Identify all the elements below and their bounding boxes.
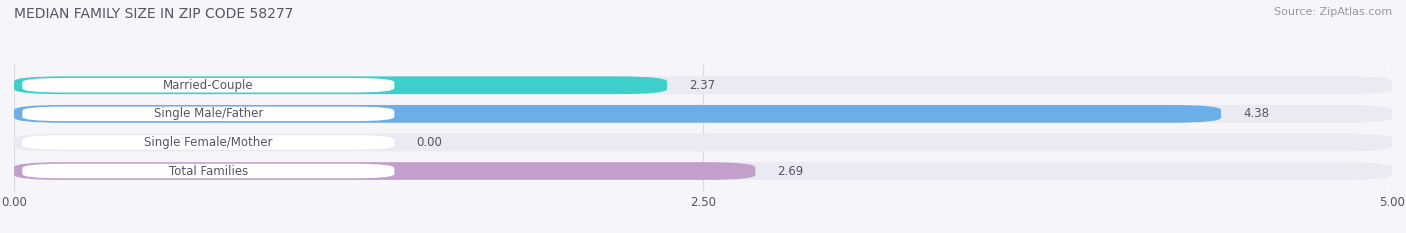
FancyBboxPatch shape xyxy=(14,105,1220,123)
Text: 0.00: 0.00 xyxy=(416,136,443,149)
Text: Married-Couple: Married-Couple xyxy=(163,79,253,92)
FancyBboxPatch shape xyxy=(14,76,1392,94)
FancyBboxPatch shape xyxy=(14,162,755,180)
Text: Source: ZipAtlas.com: Source: ZipAtlas.com xyxy=(1274,7,1392,17)
FancyBboxPatch shape xyxy=(14,76,668,94)
FancyBboxPatch shape xyxy=(14,105,1392,123)
Text: Total Families: Total Families xyxy=(169,164,247,178)
Text: 2.69: 2.69 xyxy=(778,164,804,178)
FancyBboxPatch shape xyxy=(14,134,1392,151)
Text: Single Female/Mother: Single Female/Mother xyxy=(143,136,273,149)
FancyBboxPatch shape xyxy=(22,78,394,93)
FancyBboxPatch shape xyxy=(22,135,394,150)
FancyBboxPatch shape xyxy=(22,106,394,121)
Text: MEDIAN FAMILY SIZE IN ZIP CODE 58277: MEDIAN FAMILY SIZE IN ZIP CODE 58277 xyxy=(14,7,294,21)
Text: 2.37: 2.37 xyxy=(689,79,716,92)
Text: Single Male/Father: Single Male/Father xyxy=(153,107,263,120)
FancyBboxPatch shape xyxy=(14,162,1392,180)
FancyBboxPatch shape xyxy=(22,164,394,178)
Text: 4.38: 4.38 xyxy=(1243,107,1270,120)
